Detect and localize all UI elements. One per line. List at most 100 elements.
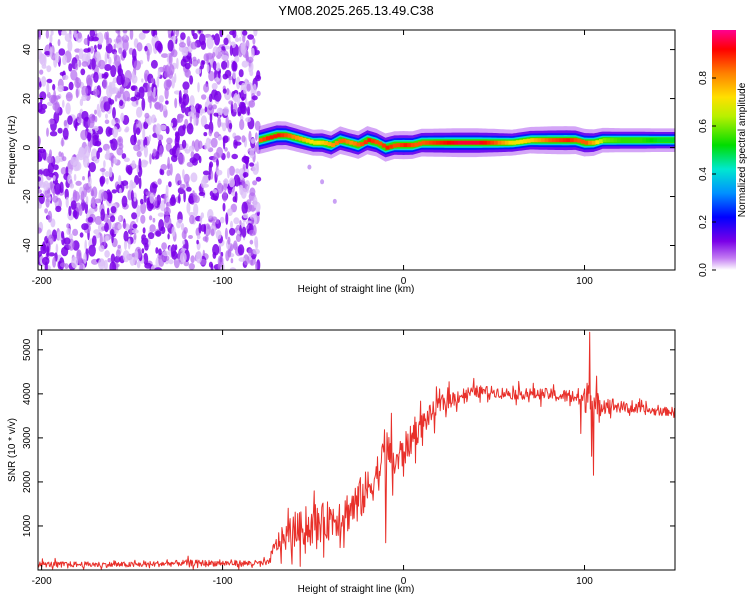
noise-blob <box>168 259 174 265</box>
noise-blob <box>188 235 193 239</box>
noise-blob <box>134 250 139 261</box>
noise-blob <box>46 245 50 258</box>
ridge-core <box>580 139 585 144</box>
ridge-core <box>284 133 289 138</box>
ridge-core <box>396 143 401 148</box>
noise-blob <box>249 162 255 167</box>
noise-blob <box>180 101 186 114</box>
ridge-core <box>356 142 361 147</box>
noise-blob <box>178 42 186 48</box>
ridge-core <box>428 140 433 145</box>
noise-blob <box>246 199 252 205</box>
noise-blob <box>147 232 155 240</box>
ridge-core <box>367 138 372 143</box>
noise-blob <box>166 79 172 88</box>
ridge-core <box>399 143 404 148</box>
noise-blob <box>181 46 189 57</box>
noise-blob <box>45 30 50 39</box>
ridge-core <box>667 138 672 143</box>
noise-blob <box>184 149 191 154</box>
noise-blob <box>86 74 92 86</box>
ridge-core <box>638 138 643 143</box>
noise-blob <box>38 227 42 234</box>
noise-blob <box>240 115 244 121</box>
noise-blob <box>141 97 146 111</box>
ridge-core <box>613 138 618 143</box>
noise-blob <box>188 212 195 217</box>
noise-blob <box>144 262 152 269</box>
noise-blob <box>122 49 127 59</box>
ridge-core <box>407 143 412 148</box>
ridge-core <box>320 140 325 145</box>
noise-blob <box>239 36 242 42</box>
noise-blob <box>93 229 100 235</box>
noise-blob <box>252 83 257 95</box>
noise-blob <box>222 73 229 80</box>
noise-blob <box>75 180 82 186</box>
ridge-core <box>584 140 589 145</box>
noise-blob <box>238 69 244 78</box>
noise-blob <box>159 103 164 113</box>
noise-blob <box>105 35 109 47</box>
noise-blob <box>148 215 153 221</box>
noise-blob <box>226 151 231 159</box>
noise-blob <box>50 94 58 105</box>
noise-blob <box>155 247 159 254</box>
noise-blob <box>149 224 156 233</box>
noise-blob <box>160 164 168 171</box>
noise-blob <box>256 70 261 80</box>
noise-blob <box>227 236 231 245</box>
noise-blob <box>210 137 218 148</box>
noise-speckle <box>38 30 262 270</box>
noise-blob <box>180 32 186 40</box>
noise-blob <box>240 41 248 55</box>
ridge-core <box>602 138 607 143</box>
noise-blob <box>60 30 67 36</box>
noise-blob <box>149 153 152 165</box>
ridge-core <box>410 143 415 148</box>
colorbar-ticks: 0.0 0.2 0.4 0.6 0.8 <box>698 71 716 277</box>
noise-blob <box>65 166 69 177</box>
noise-blob <box>64 263 69 270</box>
noise-blob <box>189 75 194 85</box>
noise-blob <box>72 228 79 236</box>
ridge-core <box>378 141 383 146</box>
noise-blob <box>223 45 231 50</box>
noise-blob <box>87 132 92 142</box>
noise-blob <box>110 155 114 168</box>
noise-blob <box>212 60 217 71</box>
noise-blob <box>177 218 183 224</box>
noise-blob <box>212 51 216 58</box>
ridge-core <box>295 135 300 140</box>
noise-blob <box>251 95 258 101</box>
x-tick-label: -200 <box>32 576 52 587</box>
noise-blob <box>158 219 165 232</box>
noise-blob <box>77 32 82 39</box>
noise-blob <box>193 192 198 203</box>
noise-blob <box>229 227 236 236</box>
noise-blob <box>231 153 238 160</box>
noise-blob <box>122 39 129 52</box>
ridge-core <box>403 143 408 148</box>
noise-blob <box>182 81 190 90</box>
noise-blob <box>249 239 254 245</box>
noise-blob <box>233 135 241 141</box>
noise-blob <box>64 188 69 200</box>
noise-blob <box>243 86 247 95</box>
noise-blob <box>192 56 197 62</box>
ridge-core <box>486 140 491 145</box>
noise-blob <box>67 115 73 125</box>
ridge-core <box>642 138 647 143</box>
noise-blob <box>93 71 99 83</box>
noise-blob <box>46 65 52 73</box>
noise-blob <box>116 35 123 45</box>
noise-blob <box>205 137 211 150</box>
noise-blob <box>55 205 62 213</box>
noise-blob <box>131 212 138 220</box>
noise-blob <box>210 195 218 201</box>
noise-blob <box>253 30 258 37</box>
noise-blob <box>217 117 222 128</box>
noise-blob <box>99 175 106 185</box>
noise-blob <box>212 189 218 194</box>
